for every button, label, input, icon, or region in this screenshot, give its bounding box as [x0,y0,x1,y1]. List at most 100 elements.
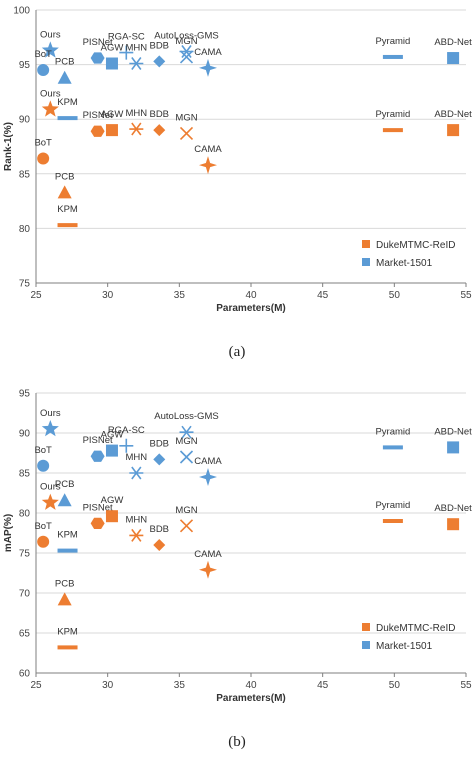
point-pcb [57,185,72,199]
point-mgn [179,519,194,533]
chart-map: 60 65 70 75 80 85 90 95 25 30 35 40 45 50 55 Parameters… [3,389,472,705]
point-label: MHN [126,452,148,463]
x-tick-label: 40 [245,680,257,691]
point-mhn [129,528,144,542]
y-tick-label: 95 [19,389,31,400]
point-label: AGW [101,109,124,120]
point-label: RGA-SC [108,425,145,436]
point-abd-net [447,52,460,65]
y-axis-label: Rank-1(%) [3,122,14,171]
y-tick-label: 75 [19,279,31,290]
point-label: Ours [40,482,61,493]
point-ours [41,420,59,437]
point-label: PCB [55,578,75,589]
point-pyramid [382,54,403,59]
x-tick-label: 30 [102,680,114,691]
point-label: CAMA [194,549,222,560]
point-pcb [57,592,72,606]
caption-b: (b) [228,734,246,750]
point-pisnet [90,52,105,64]
point-label: RGA-SC [108,32,145,43]
point-label: ABD-Net [434,109,472,120]
x-tick-label: 40 [245,290,257,301]
point-autoloss-gms [179,425,194,439]
point-label: BoT [34,49,52,60]
point-ours [41,493,59,510]
series-market-1501: OursBoTPCBKPMPISNetAGWRGA-SCMHNBDBAutoLo… [34,408,472,553]
point-pcb [57,493,72,507]
point-cama [199,560,217,579]
point-ours [41,41,59,58]
point-label: Pyramid [375,426,410,437]
point-rga-sc [119,45,134,60]
point-bdb [153,539,166,551]
legend-swatch [362,623,370,631]
point-pisnet [90,450,105,462]
point-agw [105,124,118,137]
x-tick-label: 55 [460,680,472,691]
legend-swatch [362,258,370,266]
point-label: ABD-Net [434,37,472,48]
point-label: PCB [55,479,75,490]
y-tick-label: 90 [19,115,31,126]
point-label: PISNet [83,435,113,446]
point-label: ABD-Net [434,426,472,437]
point-bdb [153,453,166,466]
x-tick-label: 45 [317,680,329,691]
y-tick-label: 100 [13,6,30,17]
point-label: Pyramid [375,109,410,120]
point-mgn [179,126,194,140]
point-mhn [129,57,144,70]
point-agw [105,57,118,70]
point-label: BoT [34,445,52,456]
legend: DukeMTMC-ReID Market-1501 [362,623,455,652]
point-abd-net [447,518,460,531]
x-axis-label: Parameters(M) [216,303,285,314]
point-pyramid [382,128,403,133]
point-abd-net [447,124,460,137]
point-label: MHN [126,43,148,54]
point-agw [105,444,118,457]
point-label: PCB [55,57,75,68]
point-label: BDB [149,524,169,535]
point-ours [41,100,59,117]
point-pcb [57,70,72,84]
legend-swatch [362,240,370,248]
point-agw [105,510,118,523]
point-label: Ours [40,29,61,40]
y-axis-label: mAP(%) [3,514,14,552]
x-tick-label: 35 [174,290,186,301]
point-label: Pyramid [375,36,410,47]
point-label: BoT [34,521,52,532]
x-tick-label: 50 [389,680,401,691]
y-tick-label: 85 [19,169,31,180]
y-tick-label: 60 [19,669,31,680]
point-pisnet [90,517,105,530]
point-label: MHN [126,108,148,119]
point-label: MGN [175,436,197,447]
x-tick-label: 50 [389,290,401,301]
point-label: CAMA [194,47,222,58]
point-label: BDB [149,109,169,120]
point-rga-sc [119,438,134,453]
point-cama [199,156,217,175]
y-tick-label: 95 [19,60,31,71]
point-pyramid [382,519,403,523]
point-label: MHN [126,514,148,525]
legend-label: Market-1501 [376,258,433,269]
point-kpm [57,116,78,121]
point-abd-net [447,441,460,454]
point-mhn [129,466,144,480]
point-label: KPM [57,626,78,637]
point-label: CAMA [194,456,222,467]
point-bot [37,459,50,472]
point-label: KPM [57,530,78,541]
point-label: CAMA [194,144,222,155]
point-bot [37,152,50,165]
point-label: MGN [175,112,197,123]
point-label: ABD-Net [434,503,472,514]
